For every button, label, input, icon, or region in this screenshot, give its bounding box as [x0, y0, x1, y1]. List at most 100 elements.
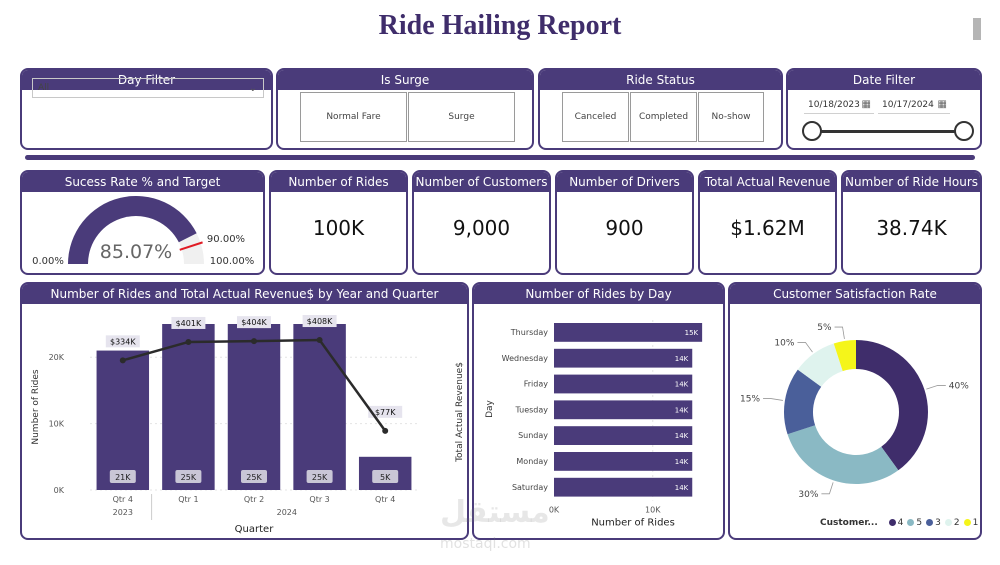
- bar-label-bg: [175, 470, 202, 483]
- gauge-fill: [68, 196, 197, 264]
- legend-title: Customer...: [820, 518, 878, 528]
- bar-data-label: 14K: [675, 406, 689, 414]
- date-end-value: 10/17/2024: [882, 100, 934, 110]
- year-label: 2023: [113, 508, 133, 517]
- success-gauge: 85.07% 0.00% 100.00% 90.00%: [32, 196, 254, 267]
- success-rate-card: Sucess Rate % and Target 85.07% 0.00% 10…: [20, 170, 265, 275]
- day-chart-card: Number of Rides by Day 15K Thursday 14K Wed…: [472, 282, 725, 540]
- kpi-drivers-title: Number of Drivers: [557, 172, 692, 192]
- calendar-icon[interactable]: ▦: [937, 99, 947, 110]
- day-chart: 15K Thursday 14K Wednesday 14K Friday 14K Tuesd…: [485, 320, 703, 529]
- surge-filter-card: Is Surge Normal Fare Surge: [276, 68, 534, 150]
- y-tick-label: 10K: [49, 420, 65, 429]
- legend-dot: [926, 519, 934, 526]
- legend-label: 2: [953, 518, 960, 528]
- donut-slice-2: [797, 343, 843, 387]
- bar-data-label: 15K: [685, 329, 699, 337]
- kpi-revenue-value: $1.62M: [730, 216, 805, 240]
- rides-bar: [227, 324, 281, 490]
- donut-data-label: 40%: [949, 381, 969, 391]
- donut-slice-3: [784, 369, 822, 435]
- chevron-down-icon: ⌄: [248, 83, 257, 94]
- bar-data-label: 25K: [312, 473, 328, 482]
- satisfaction-donut: 40% 30% 15% 10% 5%: [740, 323, 969, 500]
- y-axis-label: Number of Rides: [31, 369, 41, 445]
- y-tick-label: Thursday: [510, 328, 548, 337]
- year-label: 2024: [277, 508, 297, 517]
- x-tick-label: Qtr 1: [178, 495, 198, 504]
- bar-data-label: 14K: [675, 355, 689, 363]
- status-option-canceled[interactable]: Canceled: [562, 92, 629, 142]
- status-option-completed[interactable]: Completed: [630, 92, 697, 142]
- kpi-revenue-title: Total Actual Revenue: [700, 172, 835, 192]
- report-title: Ride Hailing Report: [378, 10, 622, 41]
- date-end-input[interactable]: 10/17/2024 ▦: [878, 96, 950, 114]
- status-option-no-show[interactable]: No-show: [698, 92, 764, 142]
- date-start-input[interactable]: 10/18/2023 ▦: [804, 96, 874, 114]
- line-data-label: $404K: [241, 318, 267, 327]
- kpi-customers-value: 9,000: [452, 216, 511, 240]
- date-filter-title: Date Filter: [788, 70, 980, 90]
- kpi-hours-value: 38.74K: [876, 216, 947, 240]
- legend-dot: [944, 519, 952, 526]
- day-bar: [554, 374, 693, 394]
- day-filter-value: All: [38, 83, 50, 93]
- day-bar: [554, 400, 693, 420]
- leader-line: [821, 482, 834, 495]
- x-axis-label: Number of Rides: [591, 518, 675, 529]
- y-tick-label: Wednesday: [502, 354, 549, 363]
- y-tick-label: 0K: [54, 486, 65, 495]
- bar-data-label: 25K: [246, 473, 262, 482]
- legend-dot: [907, 519, 915, 526]
- day-filter-card: Day Filter All ⌄: [20, 68, 273, 150]
- scrollbar-thumb[interactable]: [973, 18, 981, 40]
- bar-data-label: 25K: [181, 473, 197, 482]
- bar-data-label: 5K: [380, 473, 391, 482]
- kpi-rides-value: 100K: [312, 216, 365, 240]
- day-bar: [554, 452, 693, 471]
- day-filter-dropdown[interactable]: All ⌄: [32, 78, 264, 98]
- date-range-start-handle[interactable]: [802, 121, 822, 141]
- bar-label-bg: [306, 470, 333, 483]
- combo-chart-card: Number of Rides and Total Actual Revenue…: [20, 282, 469, 540]
- y2-axis-label: Total Actual Revenue$: [455, 362, 465, 463]
- combo-chart-title: Number of Rides and Total Actual Revenue…: [22, 284, 467, 304]
- x-tick-label: Qtr 4: [375, 495, 395, 504]
- leader-line: [797, 342, 813, 353]
- day-chart-title: Number of Rides by Day: [474, 284, 723, 304]
- leader-line: [834, 326, 845, 339]
- watermark-logo: مستقل: [440, 495, 550, 530]
- success-rate-title: Sucess Rate % and Target: [22, 172, 263, 192]
- surge-option-surge[interactable]: Surge: [408, 92, 515, 142]
- legend-label: 4: [897, 518, 904, 528]
- legend-label: 3: [935, 518, 941, 528]
- line-label-bg: [302, 315, 337, 328]
- bar-data-label: 14K: [675, 484, 689, 492]
- y-axis-label: Day: [485, 399, 495, 417]
- donut-data-label: 5%: [817, 323, 832, 333]
- x-axis-label: Quarter: [235, 524, 275, 535]
- revenue-point: [251, 338, 257, 345]
- day-bar: [554, 477, 693, 497]
- legend-label: 1: [972, 518, 979, 528]
- date-range-end-handle[interactable]: [954, 121, 974, 141]
- donut-data-label: 10%: [774, 338, 794, 348]
- donut-data-label: 15%: [740, 395, 760, 405]
- x-tick-label: 0K: [549, 506, 560, 515]
- x-tick-label: Qtr 4: [113, 495, 133, 504]
- kpi-revenue-card: Total Actual Revenue $1.62M: [698, 170, 837, 275]
- kpi-drivers-card: Number of Drivers 900: [555, 170, 694, 275]
- rides-bar: [96, 350, 150, 490]
- y-tick-label: Saturday: [512, 483, 548, 492]
- donut-slice-5: [787, 425, 899, 484]
- kpi-rides-card: Number of Rides 100K: [269, 170, 408, 275]
- calendar-icon[interactable]: ▦: [861, 99, 871, 110]
- surge-option-normal-fare[interactable]: Normal Fare: [300, 92, 407, 142]
- date-range-slider-track[interactable]: [812, 130, 964, 133]
- day-bar: [554, 426, 693, 445]
- revenue-point: [316, 337, 323, 344]
- bar-data-label: 21K: [115, 473, 131, 482]
- line-data-label: $408K: [307, 317, 333, 326]
- y-tick-label: Friday: [524, 380, 549, 389]
- day-bar: [554, 348, 693, 368]
